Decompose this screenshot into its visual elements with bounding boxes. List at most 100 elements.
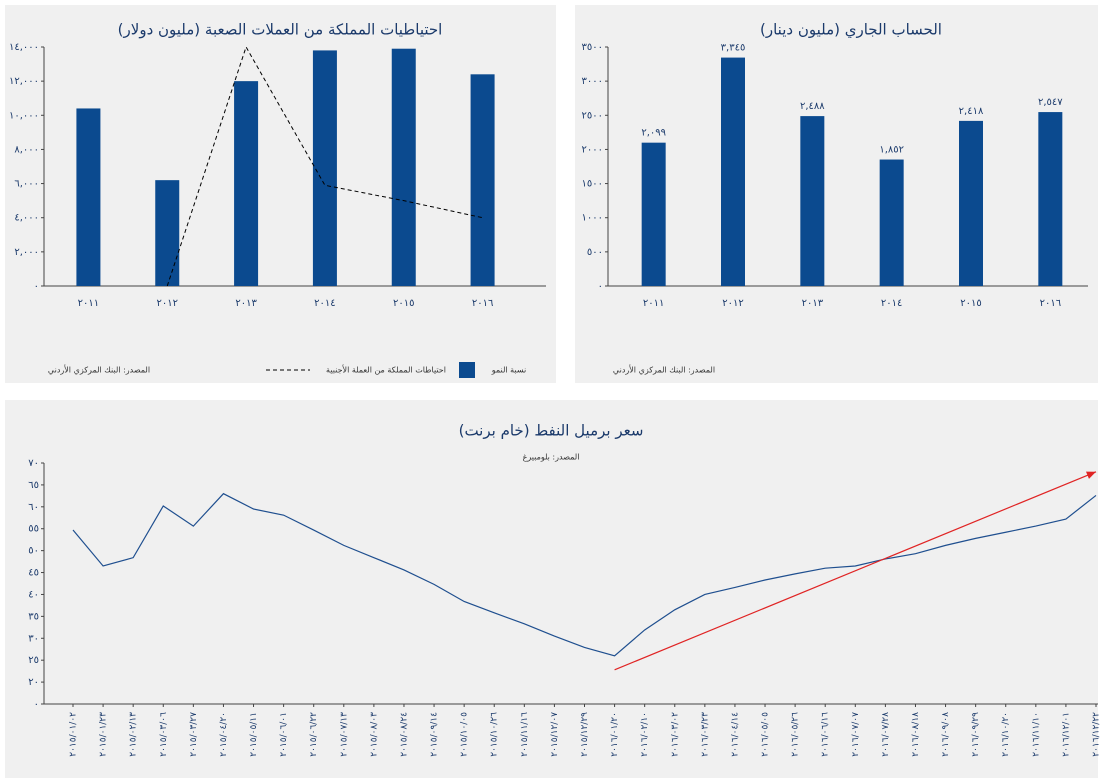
y-tick-label: ٣٥: [28, 611, 39, 622]
x-tick-label: ٢٠١٦: [1040, 298, 1061, 309]
bar: [721, 57, 745, 286]
y-tick-label: ٢٥٠٠: [582, 110, 603, 121]
value-label: ١,٨٥٢: [879, 145, 904, 156]
y-tick-label: ٤٥: [28, 568, 39, 579]
arrow-head: [1086, 471, 1096, 479]
y-tick-label: ٦٥: [28, 480, 39, 491]
chart-title: الحساب الجاري (مليون دينار): [760, 21, 942, 40]
x-tick-label: ٢٠١٥: [393, 298, 414, 309]
bar: [641, 142, 666, 286]
bar: [1038, 112, 1063, 286]
value-label: ٢,٤٨٨: [800, 101, 825, 112]
y-tick-label: ٣٠: [28, 633, 39, 644]
x-tick-label: ٢٠١٦/٠٦/١٦: [821, 712, 831, 757]
y-tick-label: ١٠,٠٠٠: [9, 110, 39, 121]
value-label: ٢,٤١٨: [959, 106, 984, 117]
x-tick-label: ٢٠١٦/٠٣/٢٣: [700, 712, 710, 757]
x-tick-label: ٢٠١٥/٠٢/١٣: [129, 712, 139, 757]
y-tick-label: ٢٠٠٠: [582, 144, 603, 155]
price-line: [72, 492, 1097, 657]
x-tick-label: ٢٠١٥/١٢/٢٩: [580, 712, 590, 757]
x-tick-label: ٢٠١٥/٠٣/٢٧: [189, 712, 199, 757]
x-tick-label: ٢٠١٥/٠٦/٢٢: [309, 712, 319, 757]
value-label: ٣,٣٤٥: [721, 43, 746, 54]
x-tick-label: ٢٠١٦/٠٩/٢٩: [971, 712, 981, 757]
chart-title: احتياطيات المملكة من العملات الصعبة (ملي…: [118, 21, 443, 39]
x-tick-label: ٢٠١٦/٠٨/١٨: [911, 712, 921, 757]
y-tick-label: ٤,٠٠٠: [14, 213, 39, 224]
x-tick-label: ٢٠١٥/٠٦/٠١: [279, 712, 289, 757]
x-tick-label: ٢٠١٥/١٠/٠٥: [460, 712, 470, 757]
legend-label: احتياطات المملكة من العملة الأجنبية: [326, 365, 446, 375]
x-tick-label: ٢٠١١: [78, 298, 99, 309]
bar: [155, 180, 180, 286]
x-tick-label: ٢٠١٦/٠٩/٠٨: [941, 712, 951, 757]
legend-marker: [459, 362, 475, 378]
x-tick-label: ٢٠١٦/٠١/٢٠: [610, 712, 620, 757]
bar: [234, 81, 259, 287]
y-tick-label: ١٤,٠٠٠: [9, 42, 39, 53]
bar: [959, 120, 983, 287]
y-tick-label: ٢٠: [28, 677, 39, 688]
value-label: ٢,٥٤٧: [1038, 97, 1063, 108]
panel: [5, 400, 1098, 778]
y-tick-label: ١٢,٠٠٠: [9, 76, 39, 87]
bar: [879, 159, 904, 286]
x-tick-label: ٢٠١٦/٠٤/١٤: [730, 712, 740, 757]
y-tick-label: ٣٥٠٠: [582, 42, 603, 53]
y-tick-label: ٥٠: [28, 546, 39, 557]
bar: [470, 74, 495, 286]
x-tick-label: ٢٠١١: [643, 298, 664, 309]
chart-subtitle: المصدر: بلومبيرغ: [523, 453, 580, 462]
source: المصدر: البنك المركزي الأردني: [48, 365, 150, 375]
x-tick-label: ٢٠١٥/٠٩/١٤: [430, 712, 440, 757]
y-tick-label: ٢٥: [28, 655, 39, 666]
y-tick-label: ١٥٠٠: [582, 179, 603, 190]
x-tick-label: ٢٠١٦/٠٧/٠٧: [851, 712, 861, 757]
x-tick-label: ٢٠١٦/١٢/٢٢: [1092, 712, 1102, 757]
x-tick-label: ٢٠١٦/١٠/٢٠: [1001, 712, 1011, 757]
y-tick-label: ٧٠: [28, 458, 39, 469]
y-tick-label: ٦,٠٠٠: [14, 179, 39, 190]
y-tick-label: ٠: [34, 281, 39, 292]
y-tick-label: ٣٠٠٠: [582, 76, 603, 87]
x-tick-label: ٢٠١٥/٠١/٢٣: [99, 712, 109, 757]
trend-line: [614, 471, 1097, 671]
x-tick-label: ٢٠١٦: [472, 298, 493, 309]
x-tick-label: ٢٠١٥/٠٣/٠٦: [159, 712, 169, 757]
y-tick-label: ٥٥: [28, 524, 39, 535]
x-tick-label: ٢٠١٦/١٢/٠١: [1061, 712, 1071, 757]
x-tick-label: ٢٠١٥/١٠/٢٦: [490, 712, 500, 757]
x-tick-label: ٢٠١٦/٠٣/٠٢: [670, 712, 680, 757]
x-tick-label: ٢٠١٦/٠٥/٠٥: [761, 712, 771, 757]
value-label: ٢,٠٩٩: [641, 128, 666, 139]
y-tick-label: ٠: [598, 281, 603, 292]
y-tick-label: ١٠٠٠: [582, 213, 603, 224]
x-tick-label: ٢٠١٥/١١/١٦: [520, 712, 530, 757]
x-tick-label: ٢٠١٣: [235, 298, 257, 309]
x-tick-label: ٢٠١٥/٠٤/٢٠: [219, 712, 229, 757]
source: المصدر: البنك المركزي الأردني: [613, 365, 715, 375]
x-tick-label: ٢٠١٥/٠٥/١١: [249, 712, 259, 757]
x-tick-label: ٢٠١٥: [960, 298, 981, 309]
x-tick-label: ٢٠١٢: [157, 298, 178, 309]
x-tick-label: ٢٠١٦/٠٥/٢٦: [791, 712, 801, 757]
x-tick-label: ٢٠١٥/٠٨/٢٤: [399, 712, 409, 757]
x-tick-label: ٢٠١٥/٠٨/٠٣: [369, 712, 379, 757]
x-tick-label: ٢٠١٤: [314, 298, 335, 309]
x-tick-label: ٢٠١٥/٠١/٠٢: [69, 712, 79, 757]
y-tick-label: ٨,٠٠٠: [14, 144, 39, 155]
bar: [391, 48, 416, 287]
y-tick-label: ٢,٠٠٠: [14, 247, 39, 258]
x-tick-label: ٢٠١٤: [881, 298, 902, 309]
y-tick-label: ٥٠٠: [587, 247, 603, 258]
bar: [312, 50, 337, 286]
x-tick-label: ٢٠١٢: [722, 298, 743, 309]
chart-title: سعر برميل النفط (خام برنت): [459, 422, 644, 440]
x-tick-label: ٢٠١٦/١١/١٠: [1031, 712, 1041, 757]
legend-label: نسبة النمو: [491, 366, 526, 375]
x-tick-label: ٢٠١٥/٠٧/١٣: [339, 712, 349, 757]
bar: [76, 108, 101, 286]
bar: [800, 116, 825, 287]
